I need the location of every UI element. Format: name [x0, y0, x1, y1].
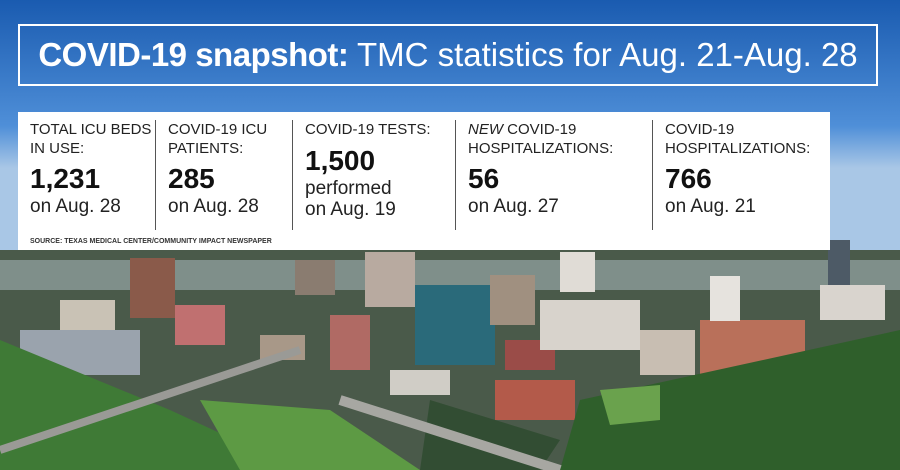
stat-label: COVID-19 TESTS: [305, 121, 431, 138]
stat-value: 1,500 [305, 145, 376, 176]
stat-note: performed on Aug. 19 [305, 178, 396, 220]
greenery [0, 330, 900, 470]
highway [338, 395, 562, 470]
stat: COVID-19 ICU PATIENTS: 285 on Aug. 28 [155, 120, 292, 230]
stat-value: 285 [168, 163, 215, 194]
highway [0, 346, 302, 454]
title-box: COVID-19 snapshot: TMC statistics for Au… [18, 24, 878, 86]
stat: NEW COVID-19 HOSPITALIZATIONS: 56 on Aug… [455, 120, 652, 230]
stat-label: NEW COVID-19 HOSPITALIZATIONS: [468, 120, 638, 158]
stat-note: on Aug. 28 [168, 196, 259, 217]
stat-note: on Aug. 27 [468, 196, 559, 217]
stat-label-text: COVID-19 HOSPITALIZATIONS: [468, 121, 614, 157]
stat: TOTAL ICU BEDS IN USE: 1,231 on Aug. 28 [18, 120, 155, 230]
source: SOURCE: TEXAS MEDICAL CENTER/COMMUNITY I… [30, 238, 272, 245]
stat-label: COVID-19 HOSPITALIZATIONS: [665, 121, 811, 157]
stats-panel: TOTAL ICU BEDS IN USE: 1,231 on Aug. 28 … [18, 112, 830, 250]
stat-note: on Aug. 28 [30, 196, 121, 217]
stat-label: TOTAL ICU BEDS IN USE: [30, 121, 152, 157]
stat-label: COVID-19 ICU PATIENTS: [168, 121, 268, 157]
title-rest: TMC statistics for Aug. 21-Aug. 28 [356, 36, 858, 73]
stat-note: on Aug. 21 [665, 196, 756, 217]
stat-value: 766 [665, 163, 712, 194]
stat: COVID-19 TESTS: 1,500 performed on Aug. … [292, 120, 455, 230]
title-bold: COVID-19 snapshot: [38, 36, 349, 73]
stat-value: 56 [468, 163, 500, 194]
stat-label-emphasis: NEW [468, 121, 503, 138]
stat: COVID-19 HOSPITALIZATIONS: 766 on Aug. 2… [652, 120, 830, 230]
stat-value: 1,231 [30, 163, 101, 194]
